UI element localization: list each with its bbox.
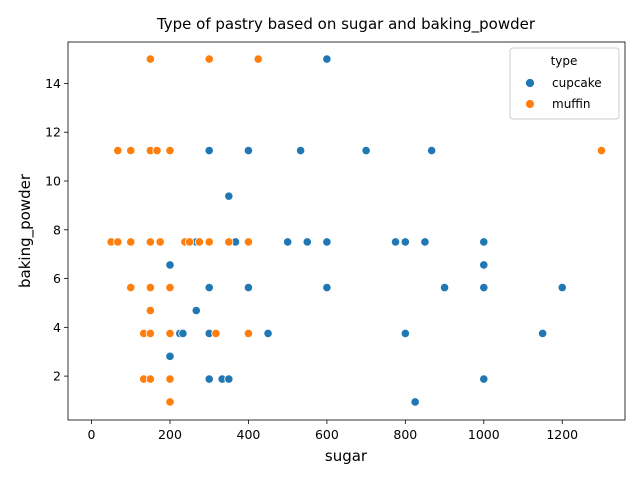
x-tick-label: 1000 [468,427,500,442]
point-muffin [165,328,175,339]
point-muffin [253,54,263,64]
point-cupcake [420,237,430,247]
point-cupcake [361,145,371,156]
legend-marker-cupcake [525,78,535,88]
x-tick-label: 1200 [546,427,578,442]
point-muffin [184,237,195,247]
legend: type cupcake muffin [509,47,620,120]
point-cupcake [204,145,214,156]
point-muffin [224,237,234,247]
x-axis: 0 200 400 600 800 1000 1200 [88,420,578,442]
point-cupcake [204,374,214,384]
point-cupcake [400,328,410,339]
point-muffin [152,145,162,156]
legend-label-muffin: muffin [552,97,591,111]
point-cupcake [322,237,332,247]
point-muffin [145,328,155,339]
point-cupcake [479,282,489,293]
point-muffin [165,397,175,407]
point-muffin [165,145,175,156]
legend-label-cupcake: cupcake [552,76,602,90]
plot-area [67,41,626,421]
point-cupcake [538,328,548,339]
point-cupcake [296,145,306,156]
point-cupcake [400,237,410,247]
point-cupcake [191,305,201,316]
point-muffin [165,374,175,384]
legend-title: type [551,54,578,68]
point-cupcake [243,282,254,293]
point-cupcake [263,328,273,339]
chart-title: Type of pastry based on sugar and baking… [156,15,536,34]
point-cupcake [243,145,254,156]
point-cupcake [390,237,401,247]
x-tick-label: 400 [237,427,261,442]
point-muffin [194,237,205,247]
y-axis: 2 4 6 8 10 12 14 [45,76,68,384]
point-cupcake [224,374,234,384]
legend-marker-muffin [525,99,535,109]
data-points [106,54,607,407]
point-muffin [204,54,214,64]
y-tick-label: 6 [53,271,61,286]
point-muffin [145,374,155,384]
point-cupcake [410,397,420,407]
point-cupcake [479,260,489,270]
point-muffin [145,54,155,64]
point-cupcake [427,145,437,156]
point-cupcake [283,237,293,247]
point-muffin [145,282,155,293]
y-tick-label: 10 [45,174,61,189]
point-muffin [155,237,165,247]
y-tick-label: 12 [45,125,61,140]
point-cupcake [178,328,188,339]
point-muffin [165,282,175,293]
point-cupcake [479,237,489,247]
point-muffin [145,237,155,247]
point-cupcake [302,237,312,247]
point-muffin [145,305,155,316]
point-cupcake [322,54,332,64]
x-tick-label: 0 [88,427,96,442]
x-tick-label: 800 [393,427,417,442]
point-cupcake [204,282,214,293]
x-axis-label: sugar [325,447,368,465]
y-tick-label: 2 [53,369,61,384]
y-tick-label: 8 [53,222,61,237]
point-muffin [126,145,136,156]
point-cupcake [322,282,332,293]
point-cupcake [479,374,489,384]
point-muffin [113,237,123,247]
point-muffin [113,145,123,156]
point-muffin [126,282,136,293]
point-cupcake [224,191,234,201]
x-tick-label: 600 [315,427,339,442]
point-cupcake [439,282,450,293]
point-cupcake [165,260,175,270]
point-muffin [126,237,136,247]
point-cupcake [165,351,175,361]
point-muffin [243,237,254,247]
y-tick-label: 14 [45,76,61,91]
point-muffin [596,145,607,156]
y-tick-label: 4 [53,320,61,335]
point-muffin [243,328,254,339]
y-axis-label: baking_powder [16,173,35,288]
legend-box [509,47,620,120]
point-muffin [211,328,221,339]
point-cupcake [557,282,567,293]
x-tick-label: 200 [158,427,182,442]
point-muffin [204,237,214,247]
